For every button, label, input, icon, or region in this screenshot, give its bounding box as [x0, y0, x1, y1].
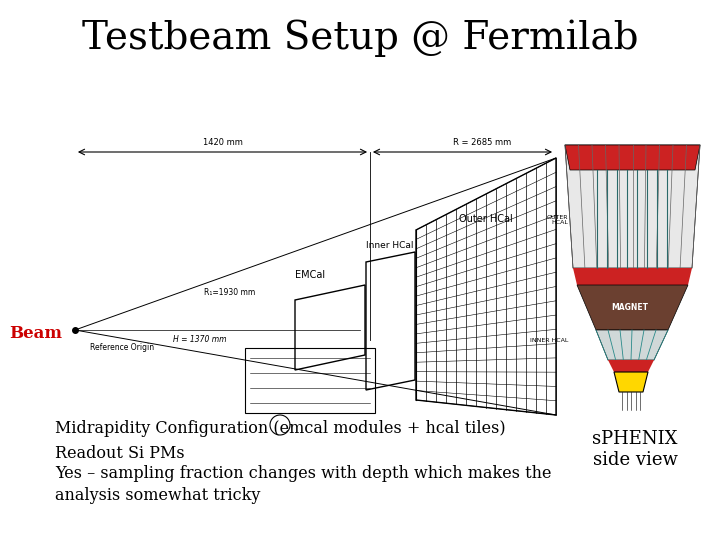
Text: Yes – sampling fraction changes with depth which makes the: Yes – sampling fraction changes with dep… [55, 465, 552, 482]
Text: Beam: Beam [9, 325, 62, 341]
Bar [245, 348, 375, 413]
Polygon shape [573, 268, 692, 285]
Text: analysis somewhat tricky: analysis somewhat tricky [55, 487, 261, 504]
Text: EMCal: EMCal [295, 270, 325, 280]
Text: Midrapidity Configuration (emcal modules + hcal tiles): Midrapidity Configuration (emcal modules… [55, 420, 505, 437]
Text: MAGNET: MAGNET [611, 303, 649, 313]
Text: 1420 mm: 1420 mm [202, 138, 243, 147]
Text: Readout Si PMs: Readout Si PMs [55, 445, 184, 462]
Text: EMCal: EMCal [619, 380, 641, 384]
Text: Reference Origin: Reference Origin [90, 343, 154, 352]
Polygon shape [614, 372, 648, 392]
Text: sPHENIX
side view: sPHENIX side view [593, 430, 678, 469]
Polygon shape [596, 330, 668, 360]
Text: OUTER
HCAL: OUTER HCAL [546, 214, 568, 225]
Polygon shape [565, 145, 700, 170]
Text: Inner HCal: Inner HCal [366, 241, 414, 250]
Text: Testbeam Setup @ Fermilab: Testbeam Setup @ Fermilab [82, 19, 638, 57]
Polygon shape [608, 360, 654, 372]
Text: Outer HCal: Outer HCal [459, 214, 513, 224]
Polygon shape [565, 145, 700, 268]
Text: R = 2685 mm: R = 2685 mm [454, 138, 512, 147]
Text: H = 1370 mm: H = 1370 mm [174, 335, 227, 344]
Text: R₁=1930 mm: R₁=1930 mm [204, 288, 256, 297]
Text: INNER HCAL: INNER HCAL [530, 338, 568, 342]
Polygon shape [577, 285, 688, 330]
